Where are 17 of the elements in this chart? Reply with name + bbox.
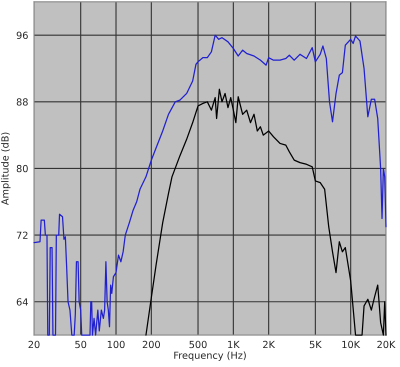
x-tick-label: 2K (263, 340, 276, 348)
y-tick-label: 72 (16, 232, 28, 239)
x-tick-label: 50 (75, 340, 86, 348)
x-tick-label: 20K (377, 340, 396, 348)
x-tick-label: 20 (28, 340, 40, 348)
y-tick-label: 80 (16, 164, 28, 172)
x-tick-label: 200 (142, 340, 160, 348)
y-axis-title: Amplitude (dB) (1, 132, 11, 206)
x-tick-label: 500 (189, 340, 207, 348)
y-tick-label: 88 (16, 98, 28, 106)
y-tick-label: 96 (16, 32, 28, 39)
x-tick-label: 10K (342, 340, 360, 348)
x-axis-title: Frequency (Hz) (174, 351, 246, 361)
x-tick-label: 5K (310, 340, 322, 348)
x-tick-label: 1K (228, 340, 240, 348)
y-tick-label: 64 (16, 298, 28, 306)
x-tick-label: 100 (108, 340, 125, 348)
